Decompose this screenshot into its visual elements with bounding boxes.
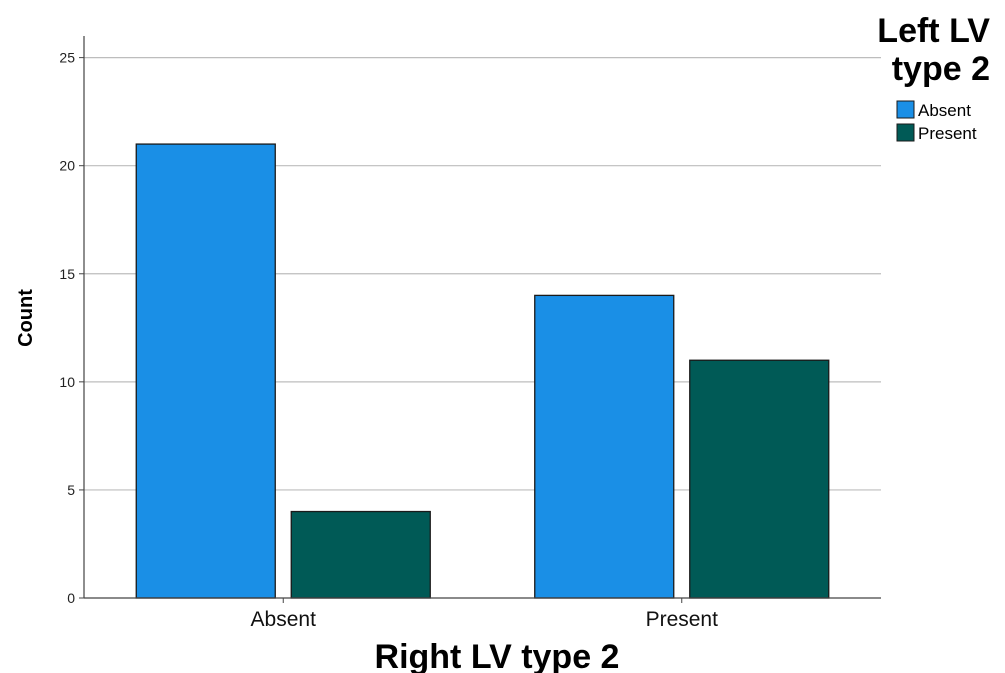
y-axis-ticks: 0 5 10 15 20 25 (59, 50, 84, 606)
legend-title-line-1: Left LV (877, 12, 990, 50)
bar-present-present (689, 359, 830, 599)
bar-present-absent (534, 294, 675, 599)
y-tick-label: 5 (67, 482, 75, 498)
bars (135, 143, 830, 599)
y-tick-label: 10 (59, 374, 75, 390)
bar-absent-absent (135, 143, 276, 599)
x-tick-label: Present (646, 608, 719, 631)
legend-title-line-2: type 2 (892, 50, 990, 88)
y-tick-label: 0 (67, 590, 75, 606)
y-axis-title: Count (15, 289, 37, 347)
bar-absent-present (290, 510, 431, 599)
legend-swatch (896, 123, 915, 142)
legend-label: Present (918, 124, 977, 143)
legend-label: Absent (918, 101, 971, 120)
x-axis-ticks: Absent Present (251, 598, 719, 631)
y-tick-label: 25 (59, 50, 75, 66)
y-tick-label: 20 (59, 158, 75, 174)
x-tick-label: Absent (251, 608, 317, 631)
legend-swatch (896, 100, 915, 119)
x-axis-title: Right LV type 2 (375, 638, 620, 673)
y-tick-label: 15 (59, 266, 75, 282)
legend-items: Absent Present (896, 100, 977, 143)
legend: Left LV type 2 Absent Present (877, 12, 990, 143)
